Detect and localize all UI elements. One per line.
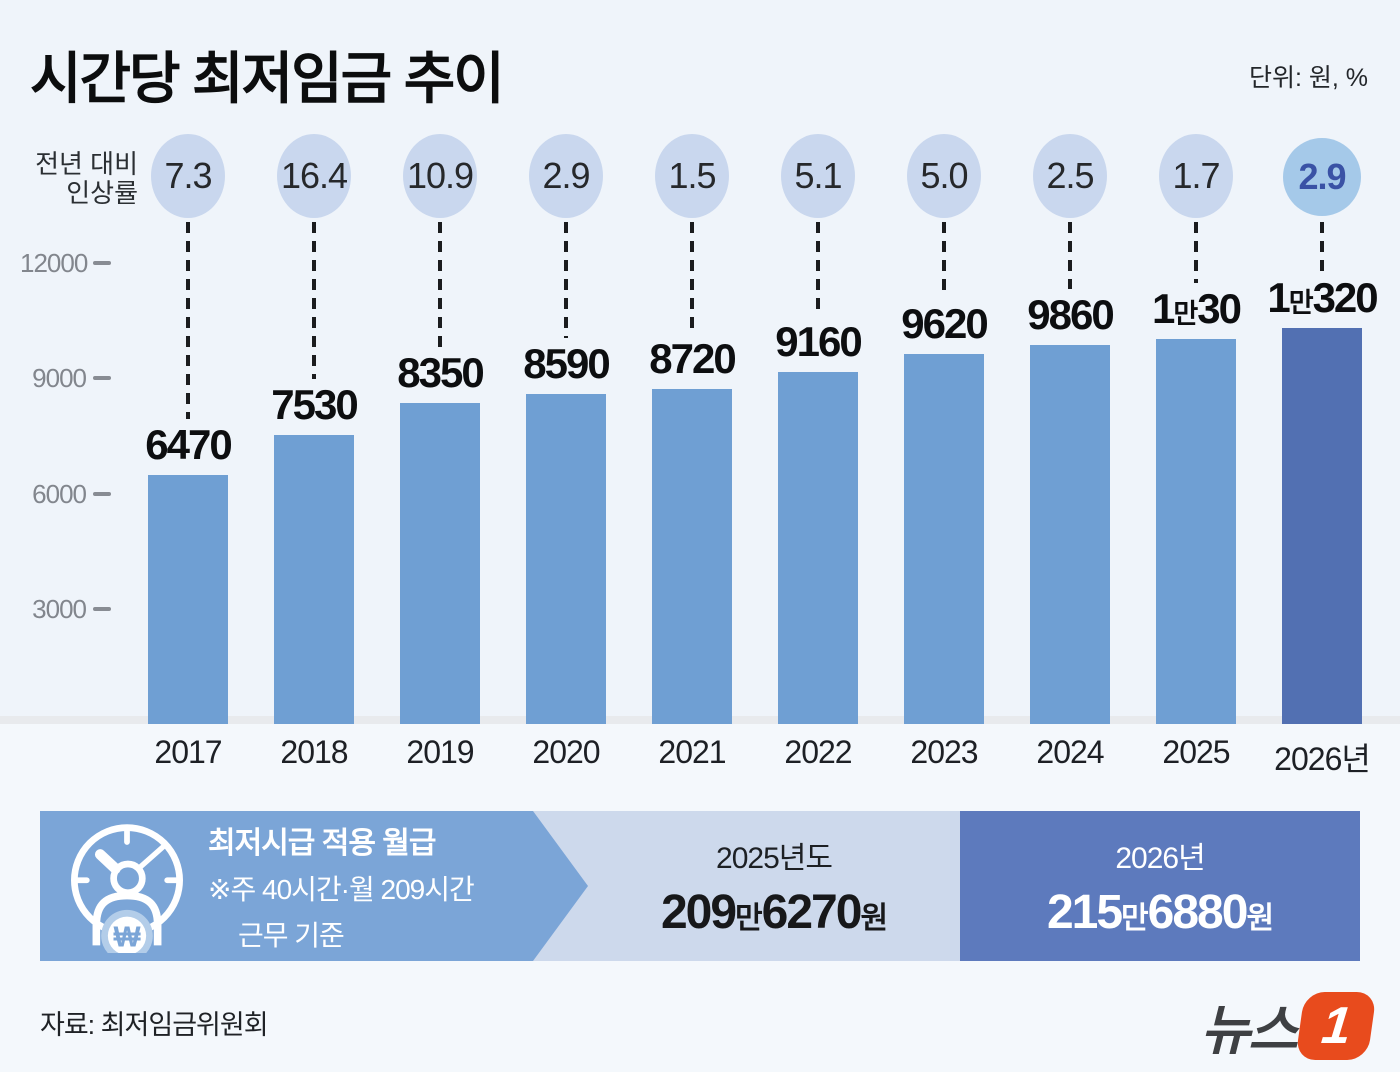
bar	[526, 394, 606, 724]
dashed-connector	[816, 222, 820, 317]
source-credit: 자료: 최저임금위원회	[40, 1010, 269, 1040]
banner-arrow-text: 최저시급 적용 월급 ※주 40시간·월 209시간 근무 기준	[208, 818, 474, 954]
dashed-connector	[690, 222, 694, 333]
rate-circle: 2.5	[1033, 134, 1107, 218]
y-tick-mark	[93, 376, 111, 381]
y-tick-label: 12000	[20, 248, 88, 278]
y-tick-label: 3000	[32, 593, 87, 624]
bar-value-label: 8720	[649, 335, 736, 382]
bar-value-label: 7530	[271, 380, 358, 428]
bar-value-label: 9160	[775, 318, 862, 366]
x-axis-label: 2024	[1036, 734, 1104, 770]
banner-2026-section: 2026년 215만6880원	[960, 811, 1360, 961]
rate-circle: 5.1	[781, 134, 855, 218]
dashed-connector	[942, 222, 946, 299]
dashed-connector	[1320, 222, 1324, 272]
rate-circle: 2.9	[1283, 138, 1361, 216]
bar	[274, 434, 354, 724]
dashed-connector	[1068, 222, 1072, 290]
bar-value-label: 9860	[1027, 291, 1114, 339]
rate-axis-label: 전년 대비 인상률	[26, 150, 138, 208]
banner-label-title: 최저시급 적용 월급	[208, 827, 436, 860]
dashed-connector	[186, 222, 190, 420]
y-tick-mark	[93, 261, 111, 265]
y-tick-mark	[93, 491, 111, 496]
x-axis-label: 2023	[910, 734, 978, 770]
banner-2026-amount: 215만6880원	[1046, 885, 1274, 939]
svg-text:₩: ₩	[113, 921, 141, 953]
x-axis-label: 2017	[154, 734, 222, 770]
dashed-connector	[564, 222, 568, 338]
bar	[652, 389, 732, 724]
bar-value-label: 8350	[397, 349, 484, 397]
page-title: 시간당 최저임금 추이	[30, 47, 505, 110]
bar	[778, 372, 858, 724]
bar	[1282, 327, 1362, 724]
rate-circle: 10.9	[403, 134, 477, 218]
x-axis-label: 2025	[1162, 734, 1230, 770]
y-tick-label: 6000	[32, 478, 87, 509]
banner-2025-amount: 209만6270원	[660, 885, 888, 939]
banner-2025-section: 2025년도 209만6270원	[533, 811, 960, 961]
dashed-connector	[1194, 222, 1198, 283]
rate-label-line1: 전년 대비	[35, 149, 138, 179]
dashed-connector	[438, 222, 442, 348]
rate-circle: 1.5	[655, 134, 729, 218]
rate-circle: 2.9	[529, 134, 603, 218]
bar	[400, 403, 480, 724]
unit-label: 단위: 원, %	[1248, 64, 1368, 92]
x-axis-label: 2022	[784, 734, 852, 770]
rate-circle: 1.7	[1159, 134, 1233, 218]
y-tick-mark	[93, 606, 111, 611]
banner-arrow-section: ₩ 최저시급 적용 월급 ※주 40시간·월 209시간 근무 기준	[40, 811, 588, 961]
banner-label-sub2: 근무 기준	[238, 920, 344, 951]
rate-label-line2: 인상률	[66, 178, 138, 208]
x-axis-label: 2020	[532, 734, 600, 770]
banner-2026-year: 2026년	[1115, 841, 1205, 875]
x-axis-label: 2021	[658, 734, 726, 770]
bar-value-label: 8590	[523, 340, 610, 387]
news1-logo-text: 뉴스	[1200, 1001, 1298, 1061]
x-axis-label: 2026년	[1274, 741, 1371, 777]
dashed-connector	[312, 222, 316, 379]
rate-circle: 5.0	[907, 134, 981, 218]
clock-won-icon: ₩	[60, 819, 194, 953]
banner-2025-year: 2025년도	[716, 841, 833, 875]
bar	[904, 354, 984, 724]
bar	[1030, 345, 1110, 724]
bar-value-label: 6470	[145, 421, 232, 469]
x-axis-label: 2018	[280, 734, 348, 770]
y-tick-label: 9000	[32, 363, 87, 394]
bar	[148, 475, 228, 724]
rate-circle: 16.4	[277, 134, 351, 218]
x-axis-label: 2019	[406, 734, 474, 770]
news1-logo-badge: 1	[1295, 991, 1377, 1060]
rate-circle: 7.3	[151, 134, 225, 218]
bar	[1156, 338, 1236, 724]
news1-logo: 뉴스 1	[1200, 986, 1377, 1065]
banner-label-sub1: ※주 40시간·월 209시간	[208, 874, 474, 905]
bar-value-label: 1만30	[1152, 284, 1242, 332]
bar-value-label: 1만320	[1267, 273, 1378, 321]
bar-value-label: 9620	[901, 300, 988, 348]
